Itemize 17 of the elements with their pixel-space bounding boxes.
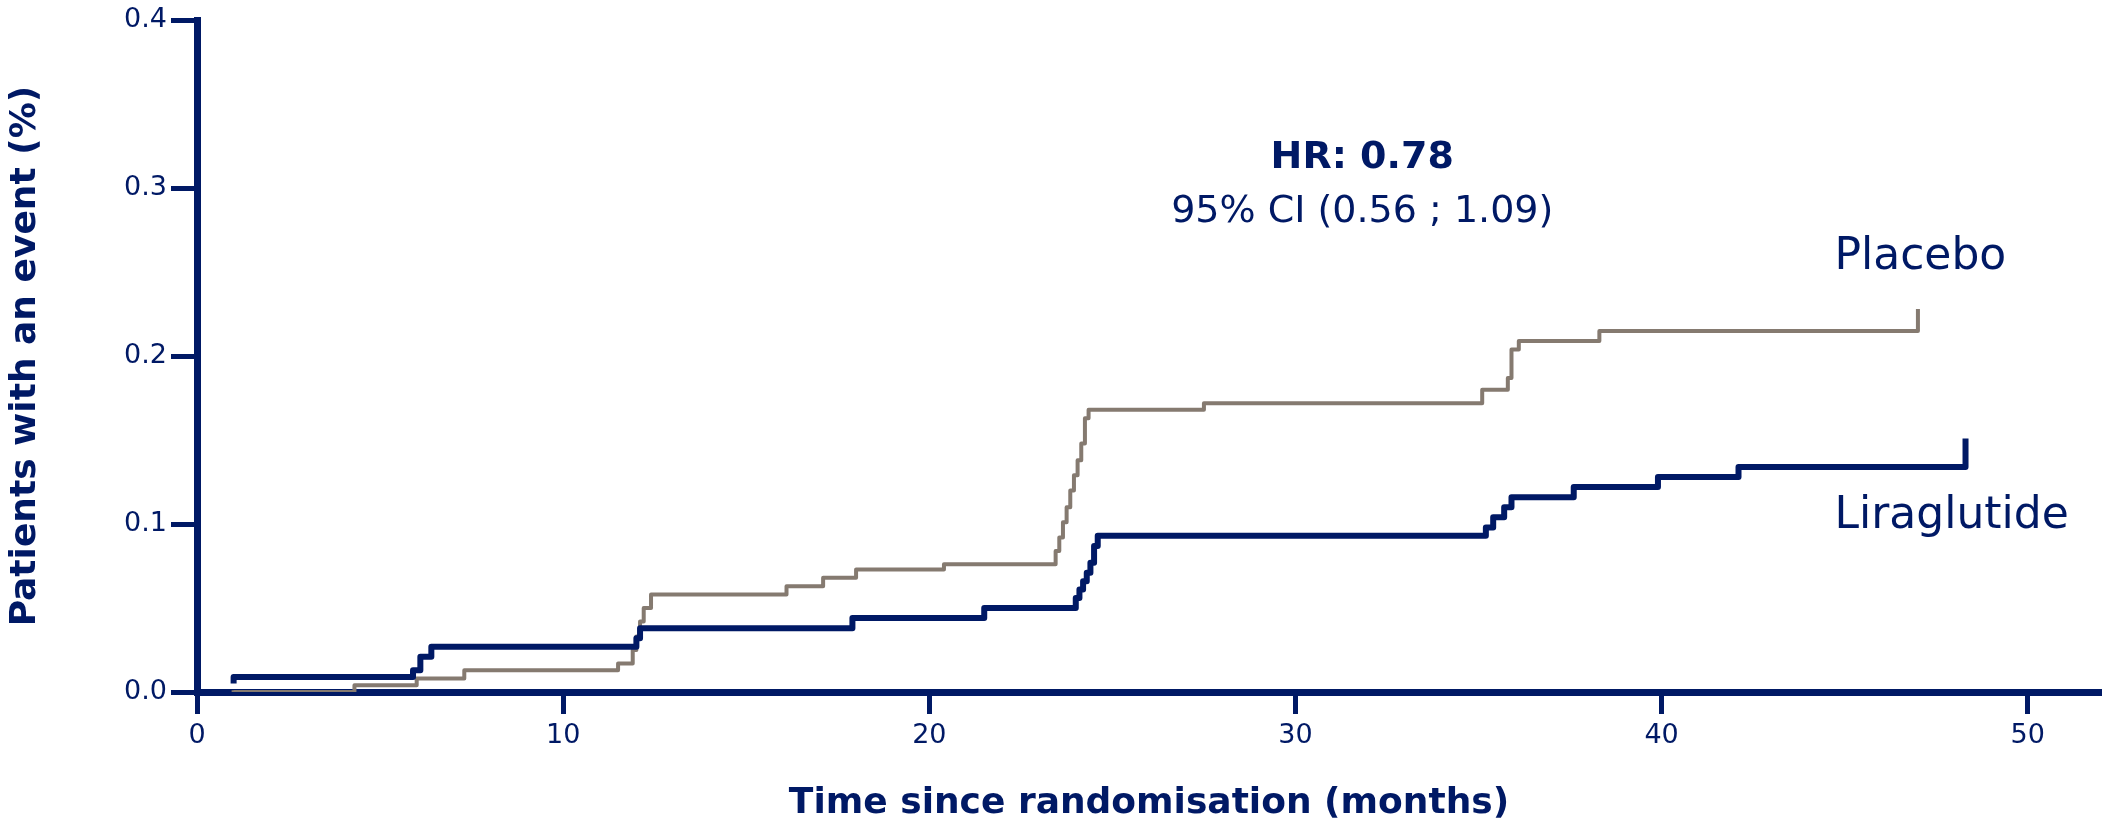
y-tick-label: 0.4 xyxy=(124,2,167,34)
x-tick-label: 30 xyxy=(1278,718,1313,750)
x-axis-title: Time since randomisation (months) xyxy=(788,779,1510,821)
y-tick-label: 0.0 xyxy=(124,674,167,706)
y-tick-label: 0.1 xyxy=(124,506,167,538)
y-axis-title: Patients with an event (%) xyxy=(1,85,43,627)
x-tick-label: 40 xyxy=(1644,718,1679,750)
y-tick-label: 0.3 xyxy=(124,170,167,202)
x-tick-label: 10 xyxy=(545,718,581,750)
annotation: 95% CI (0.56 ; 1.09) xyxy=(1171,186,1554,231)
series-label: Placebo xyxy=(1834,227,2007,279)
series-label: Liraglutide xyxy=(1834,487,2069,539)
annotation: HR: 0.78 xyxy=(1270,132,1454,177)
y-tick-label: 0.2 xyxy=(124,338,167,370)
x-tick-label: 0 xyxy=(188,718,206,750)
x-tick-label: 20 xyxy=(912,718,947,750)
x-tick-label: 50 xyxy=(2010,718,2045,750)
